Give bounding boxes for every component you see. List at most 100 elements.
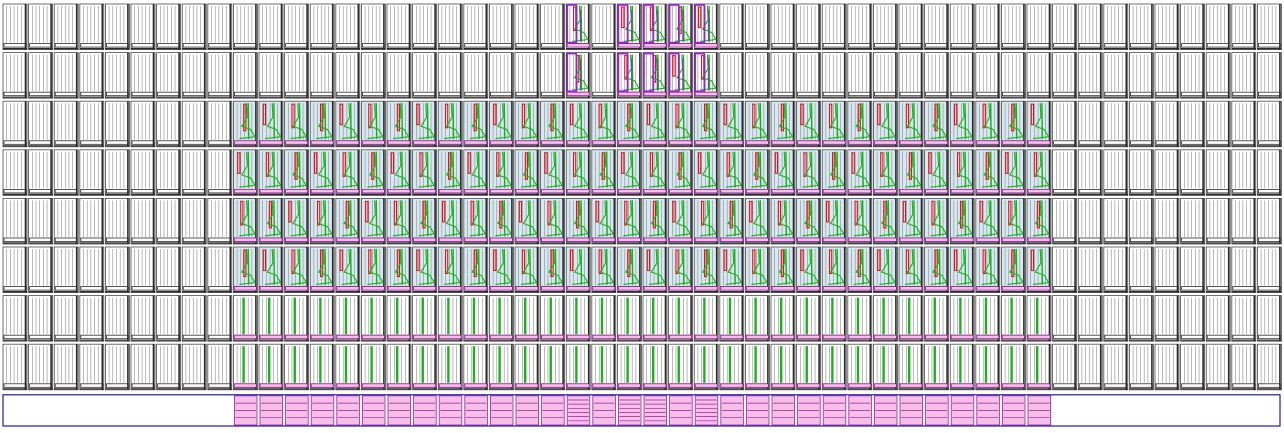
tile-r4-c17[interactable] — [437, 197, 463, 245]
tile-r7-c13[interactable] — [335, 343, 361, 391]
tile-r4-c44[interactable] — [1129, 197, 1154, 245]
tile-r4-c10[interactable] — [258, 197, 284, 245]
tile-r2-c30[interactable] — [770, 100, 796, 148]
tile-r6-c34[interactable] — [873, 295, 898, 342]
tile-r6-c26[interactable] — [668, 295, 693, 342]
tile-r7-c41[interactable] — [1052, 343, 1077, 391]
tile-r6-c39[interactable] — [1001, 295, 1026, 342]
tile-r3-c12[interactable] — [309, 149, 335, 196]
tile-r2-c32[interactable] — [821, 100, 847, 148]
tile-r5-c5[interactable] — [130, 246, 156, 293]
tile-r3-c10[interactable] — [258, 149, 284, 196]
tile-r5-c19[interactable] — [488, 246, 514, 293]
tile-r2-c45[interactable] — [1154, 100, 1180, 148]
tile-r2-c20[interactable] — [514, 100, 540, 148]
tile-r7-c44[interactable] — [1129, 343, 1154, 391]
tile-r5-c8[interactable] — [207, 246, 233, 293]
tile-r0-c18[interactable] — [463, 3, 489, 50]
io-pad-c20[interactable] — [515, 395, 540, 426]
tile-r0-c3[interactable] — [79, 3, 105, 50]
tile-r0-c17[interactable] — [437, 3, 463, 50]
tile-r4-c40[interactable] — [1026, 197, 1052, 245]
tile-r4-c33[interactable] — [847, 197, 873, 245]
tile-r2-c18[interactable] — [463, 100, 489, 148]
tile-r0-c11[interactable] — [284, 3, 310, 50]
tile-r6-c2[interactable] — [53, 295, 79, 342]
tile-r7-c17[interactable] — [437, 343, 463, 391]
tile-r1-c12[interactable] — [309, 52, 335, 99]
tile-r2-c21[interactable] — [540, 100, 565, 148]
tile-r4-c38[interactable] — [975, 197, 1001, 245]
tile-r4-c45[interactable] — [1154, 197, 1180, 245]
tile-r0-c20[interactable] — [514, 3, 540, 50]
tile-r6-c4[interactable] — [105, 295, 130, 342]
tile-r1-c47[interactable] — [1205, 52, 1231, 99]
tile-r5-c20[interactable] — [514, 246, 540, 293]
tile-r6-c48[interactable] — [1231, 295, 1257, 342]
tile-r0-c33[interactable] — [847, 3, 873, 50]
tile-r7-c0[interactable] — [2, 343, 28, 391]
tile-r0-c8[interactable] — [207, 3, 233, 50]
tile-r4-c16[interactable] — [412, 197, 438, 245]
tile-r1-c38[interactable] — [975, 52, 1001, 99]
tile-r6-c19[interactable] — [488, 295, 514, 342]
tile-r4-c15[interactable] — [386, 197, 412, 245]
tile-r0-c26[interactable] — [668, 3, 693, 50]
tile-r1-c26[interactable] — [668, 52, 693, 99]
tile-r4-c6[interactable] — [156, 197, 182, 245]
tile-r4-c39[interactable] — [1001, 197, 1026, 245]
tile-r3-c18[interactable] — [463, 149, 489, 196]
tile-r5-c1[interactable] — [28, 246, 54, 293]
tile-r7-c6[interactable] — [156, 343, 182, 391]
tile-r3-c36[interactable] — [924, 149, 949, 196]
tile-r5-c38[interactable] — [975, 246, 1001, 293]
tile-r7-c25[interactable] — [642, 343, 668, 391]
tile-r2-c43[interactable] — [1103, 100, 1129, 148]
tile-r6-c41[interactable] — [1052, 295, 1077, 342]
tile-r7-c23[interactable] — [591, 343, 617, 391]
tile-r4-c24[interactable] — [617, 197, 642, 245]
tile-r5-c13[interactable] — [335, 246, 361, 293]
tile-r4-c12[interactable] — [309, 197, 335, 245]
tile-r1-c1[interactable] — [28, 52, 54, 99]
tile-r5-c3[interactable] — [79, 246, 105, 293]
tile-r5-c0[interactable] — [2, 246, 28, 293]
tile-r5-c41[interactable] — [1052, 246, 1077, 293]
tile-r7-c32[interactable] — [821, 343, 847, 391]
tile-r7-c42[interactable] — [1077, 343, 1103, 391]
tile-r4-c37[interactable] — [949, 197, 975, 245]
tile-r7-c14[interactable] — [360, 343, 386, 391]
tile-r7-c39[interactable] — [1001, 343, 1026, 391]
io-pad-c28[interactable] — [720, 395, 744, 426]
tile-r0-c23[interactable] — [591, 3, 617, 50]
tile-r6-c20[interactable] — [514, 295, 540, 342]
tile-r1-c43[interactable] — [1103, 52, 1129, 99]
tile-r2-c31[interactable] — [796, 100, 821, 148]
tile-r2-c42[interactable] — [1077, 100, 1103, 148]
tile-r4-c27[interactable] — [693, 197, 719, 245]
tile-r7-c37[interactable] — [949, 343, 975, 391]
tile-r0-c45[interactable] — [1154, 3, 1180, 50]
tile-r6-c12[interactable] — [309, 295, 335, 342]
tile-r6-c5[interactable] — [130, 295, 156, 342]
tile-r1-c29[interactable] — [745, 52, 770, 99]
tile-r3-c37[interactable] — [949, 149, 975, 196]
tile-r7-c35[interactable] — [898, 343, 924, 391]
tile-r1-c23[interactable] — [591, 52, 617, 99]
tile-r5-c12[interactable] — [309, 246, 335, 293]
tile-r1-c0[interactable] — [2, 52, 28, 99]
tile-r2-c19[interactable] — [488, 100, 514, 148]
tile-r4-c11[interactable] — [284, 197, 310, 245]
tile-r2-c28[interactable] — [719, 100, 745, 148]
tile-r3-c9[interactable] — [232, 149, 258, 196]
tile-r0-c5[interactable] — [130, 3, 156, 50]
tile-r0-c1[interactable] — [28, 3, 54, 50]
tile-r5-c31[interactable] — [796, 246, 821, 293]
tile-r1-c48[interactable] — [1231, 52, 1257, 99]
tile-r7-c15[interactable] — [386, 343, 412, 391]
tile-r1-c20[interactable] — [514, 52, 540, 99]
tile-r2-c39[interactable] — [1001, 100, 1026, 148]
io-pad-c23[interactable] — [592, 395, 616, 426]
tile-r7-c34[interactable] — [873, 343, 898, 391]
tile-r4-c0[interactable] — [2, 197, 28, 245]
